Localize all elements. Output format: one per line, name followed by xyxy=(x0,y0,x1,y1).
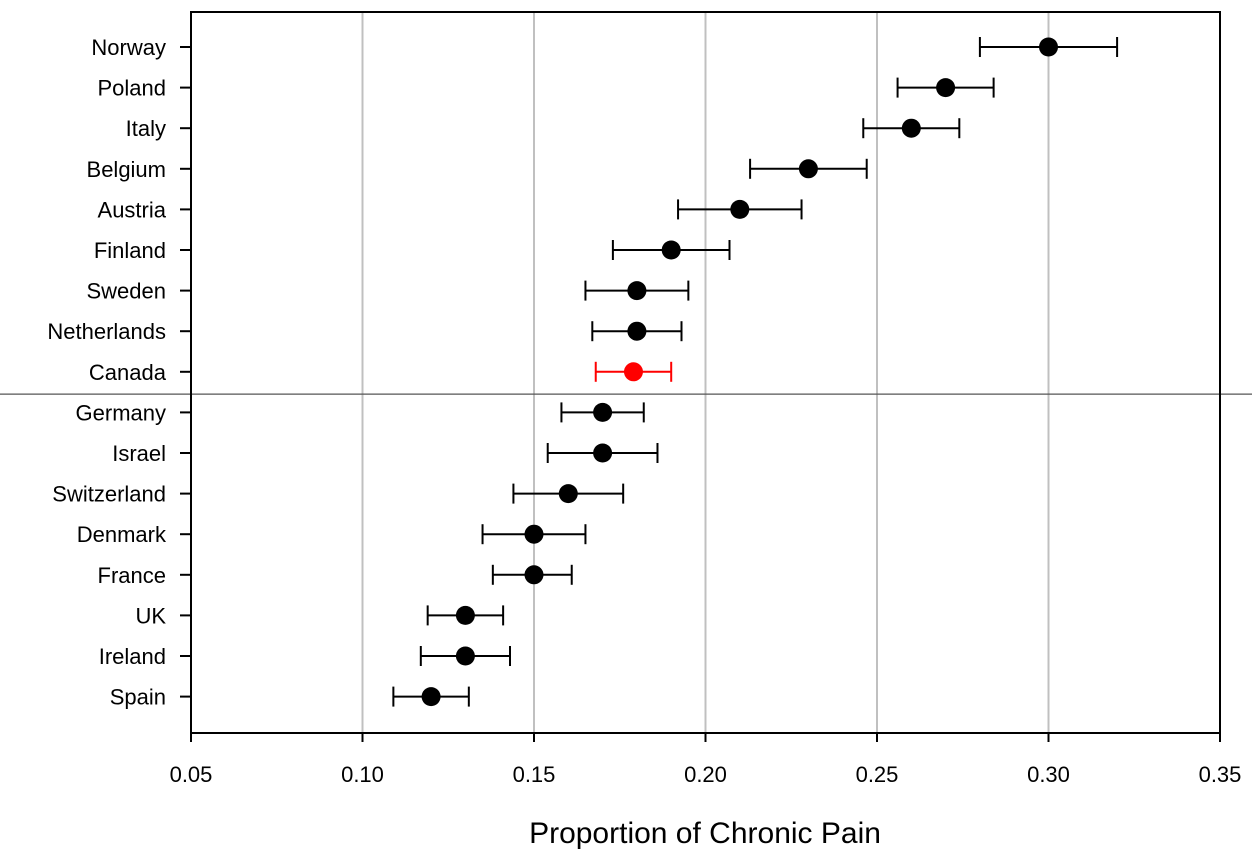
x-tick-label: 0.20 xyxy=(684,762,727,787)
x-tick-label: 0.05 xyxy=(170,762,213,787)
x-axis-title: Proportion of Chronic Pain xyxy=(529,817,881,850)
x-tick-label: 0.25 xyxy=(856,762,899,787)
data-point-switzerland xyxy=(558,484,578,504)
x-axis: 0.05 0.10 0.15 0.20 0.25 0.30 0.35 xyxy=(170,733,1242,787)
y-tick-label-israel: Israel xyxy=(112,441,166,466)
y-tick-label-austria: Austria xyxy=(98,197,167,222)
data-point-poland xyxy=(936,78,956,98)
data-point-france xyxy=(524,565,544,585)
data-point-canada xyxy=(623,362,643,382)
data-point-ireland xyxy=(455,646,475,666)
x-tick-label: 0.30 xyxy=(1027,762,1070,787)
data-point-italy xyxy=(901,118,921,138)
y-tick-label-sweden: Sweden xyxy=(86,279,166,304)
data-point-netherlands xyxy=(627,321,647,341)
data-points xyxy=(392,37,1119,707)
data-point-finland xyxy=(661,240,681,260)
data-point-denmark xyxy=(524,524,544,544)
data-point-norway xyxy=(1039,37,1058,57)
y-tick-label-belgium: Belgium xyxy=(87,157,166,182)
y-tick-label-france: France xyxy=(98,563,166,588)
y-tick-label-norway: Norway xyxy=(91,35,166,60)
data-point-israel xyxy=(593,443,613,463)
x-tick-label: 0.35 xyxy=(1199,762,1242,787)
data-point-germany xyxy=(593,402,613,422)
data-point-sweden xyxy=(627,281,647,301)
y-tick-label-germany: Germany xyxy=(76,400,166,425)
y-tick-label-uk: UK xyxy=(135,603,166,628)
data-point-belgium xyxy=(798,159,818,179)
grid-lines xyxy=(361,12,1050,733)
y-tick-label-denmark: Denmark xyxy=(77,522,167,547)
y-axis: Norway Poland Italy Belgium Austria Finland Sw… xyxy=(47,35,191,710)
x-tick-label: 0.15 xyxy=(513,762,556,787)
y-tick-label-netherlands: Netherlands xyxy=(47,319,166,344)
y-tick-label-poland: Poland xyxy=(97,76,166,101)
y-tick-label-spain: Spain xyxy=(110,685,166,710)
y-tick-label-switzerland: Switzerland xyxy=(52,482,166,507)
data-point-austria xyxy=(730,199,750,219)
y-tick-label-italy: Italy xyxy=(126,116,166,141)
y-tick-label-canada: Canada xyxy=(89,360,167,385)
data-point-uk xyxy=(455,605,475,625)
y-tick-label-ireland: Ireland xyxy=(99,644,166,669)
y-tick-label-finland: Finland xyxy=(94,238,166,263)
x-tick-label: 0.10 xyxy=(341,762,384,787)
data-point-spain xyxy=(421,687,441,707)
